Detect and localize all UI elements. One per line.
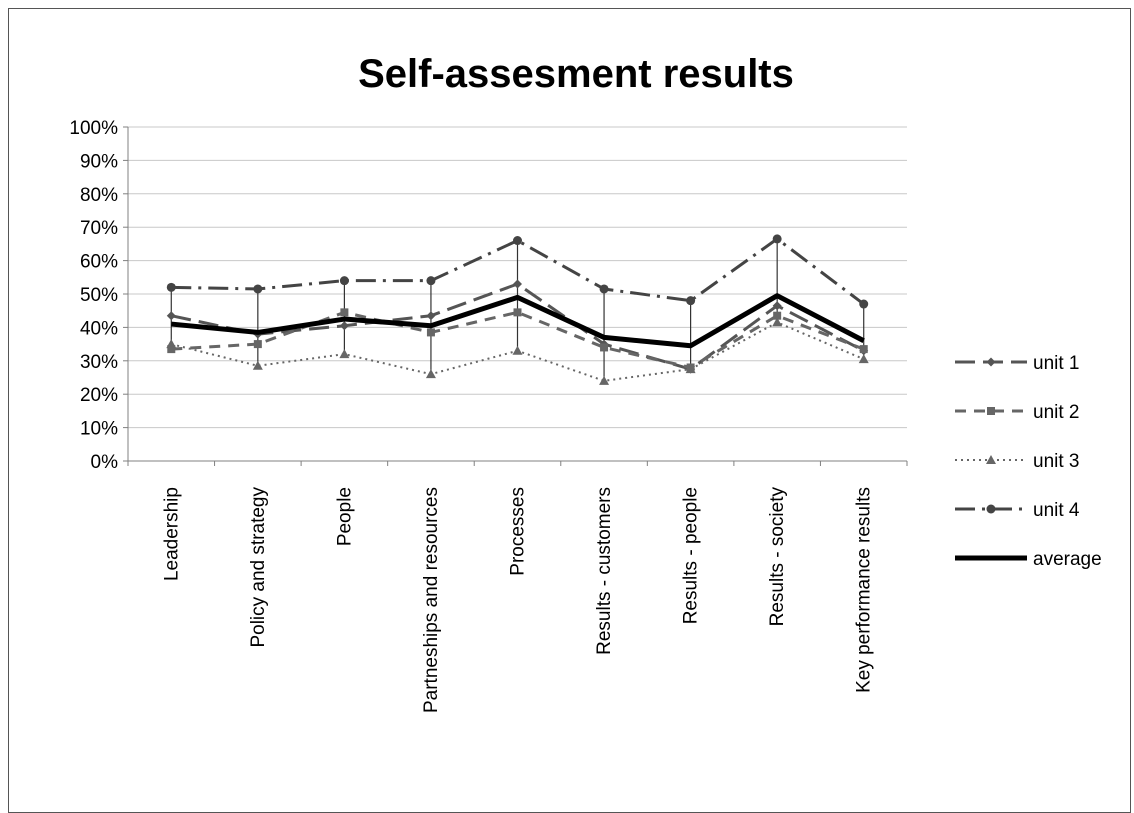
point-marker bbox=[252, 360, 263, 370]
point-marker bbox=[986, 455, 996, 464]
y-tick-label: 70% bbox=[80, 218, 118, 239]
point-marker bbox=[772, 301, 782, 311]
legend: unit 1 unit 2 unit 3 unit 4 average bbox=[955, 353, 1102, 570]
x-axis-categories: Leadership Policy and strategy People Partn… bbox=[161, 487, 874, 714]
point-marker bbox=[986, 357, 996, 367]
point-marker bbox=[859, 345, 868, 354]
y-tick-label: 90% bbox=[80, 151, 118, 172]
legend-item-average: average bbox=[955, 549, 1102, 570]
x-category-label: Processes bbox=[508, 487, 529, 576]
point-marker bbox=[600, 343, 609, 352]
point-marker bbox=[986, 504, 996, 514]
point-marker bbox=[513, 308, 522, 317]
y-tick-label: 60% bbox=[80, 252, 118, 273]
chart-title: Self-assesment results bbox=[358, 52, 794, 96]
point-marker bbox=[426, 311, 436, 321]
legend-label: unit 4 bbox=[1033, 500, 1080, 521]
x-category-label: People bbox=[334, 487, 355, 546]
x-category-label: Results - society bbox=[767, 487, 788, 627]
series-lines bbox=[166, 234, 869, 385]
point-marker bbox=[253, 340, 262, 349]
point-marker bbox=[773, 311, 782, 320]
chart-frame: Self-assesment results 0% 10% 20% 30% 40% 50%… bbox=[8, 8, 1131, 813]
point-marker bbox=[339, 349, 350, 359]
point-marker bbox=[425, 369, 436, 379]
legend-item-unit-2: unit 2 bbox=[955, 402, 1079, 423]
series-average bbox=[171, 293, 865, 349]
series-line bbox=[171, 237, 865, 306]
point-marker bbox=[167, 345, 176, 354]
series-unit-3 bbox=[166, 317, 869, 385]
y-axis-ticks: 0% 10% 20% 30% 40% 50% 60% 70% 80% 90% 100% bbox=[69, 118, 118, 473]
y-tick-label: 50% bbox=[80, 285, 118, 306]
point-marker bbox=[253, 284, 263, 294]
legend-label: unit 2 bbox=[1033, 402, 1079, 423]
legend-item-unit-4: unit 4 bbox=[955, 500, 1080, 521]
axes bbox=[123, 126, 908, 466]
point-marker bbox=[513, 279, 522, 289]
legend-label: unit 3 bbox=[1033, 451, 1079, 472]
point-marker bbox=[166, 282, 176, 292]
y-tick-label: 100% bbox=[69, 118, 118, 139]
point-marker bbox=[426, 276, 436, 286]
point-marker bbox=[340, 308, 349, 317]
point-marker bbox=[772, 317, 783, 327]
x-category-label: Results - people bbox=[681, 487, 702, 624]
x-category-label: Leadership bbox=[161, 487, 182, 581]
y-tick-label: 80% bbox=[80, 185, 118, 206]
legend-label: unit 1 bbox=[1033, 353, 1079, 374]
point-marker bbox=[772, 234, 782, 244]
x-category-label: Policy and strategy bbox=[248, 487, 269, 648]
legend-item-unit-1: unit 1 bbox=[955, 353, 1079, 374]
point-marker bbox=[166, 339, 177, 349]
point-marker bbox=[426, 328, 435, 337]
point-marker bbox=[686, 296, 696, 306]
point-marker bbox=[859, 299, 869, 309]
x-category-label: Results - customers bbox=[594, 487, 615, 655]
x-category-label: Partneships and resources bbox=[421, 487, 442, 713]
series-line bbox=[171, 310, 865, 369]
legend-label: average bbox=[1033, 549, 1102, 570]
x-category-label: Key performance results bbox=[854, 487, 875, 693]
point-marker bbox=[512, 345, 523, 355]
point-marker bbox=[685, 364, 696, 374]
y-tick-label: 0% bbox=[91, 452, 119, 473]
point-marker bbox=[166, 311, 176, 321]
y-tick-label: 30% bbox=[80, 352, 118, 373]
point-marker bbox=[599, 375, 610, 385]
point-marker bbox=[513, 236, 522, 246]
point-marker bbox=[339, 276, 349, 286]
point-marker bbox=[599, 284, 609, 294]
y-tick-label: 20% bbox=[80, 385, 118, 406]
legend-item-unit-3: unit 3 bbox=[955, 451, 1079, 472]
point-marker bbox=[987, 407, 995, 415]
series-line bbox=[171, 293, 865, 349]
line-chart: Self-assesment results 0% 10% 20% 30% 40% 50%… bbox=[69, 52, 1102, 714]
y-tick-label: 10% bbox=[80, 419, 118, 440]
point-marker bbox=[858, 354, 869, 364]
series-unit-4 bbox=[166, 234, 869, 309]
point-marker bbox=[339, 321, 349, 331]
y-tick-label: 40% bbox=[80, 318, 118, 339]
